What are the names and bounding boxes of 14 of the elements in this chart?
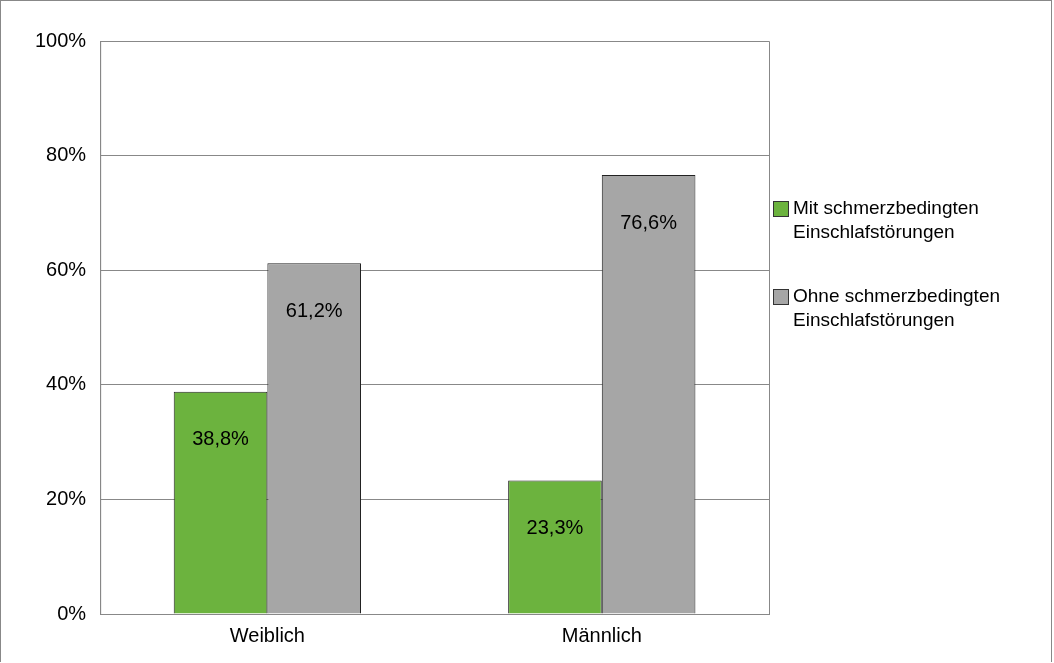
y-tick-label: 100%: [35, 28, 87, 51]
data-label: 61,2%: [285, 298, 343, 321]
y-tick-label: 0%: [57, 601, 87, 624]
y-tick-label: 60%: [46, 257, 87, 280]
legend-label: Mit schmerzbedingten Einschlafstörungen: [793, 196, 980, 244]
legend-label: Ohne schmerzbedingten Einschlafstörungen: [793, 284, 1001, 332]
data-label: 76,6%: [620, 210, 678, 233]
x-tick-label: Männlich: [561, 623, 642, 646]
y-tick-label: 40%: [46, 372, 87, 395]
y-tick-label: 80%: [46, 143, 87, 166]
data-label: 38,8%: [192, 427, 250, 450]
x-tick-label: Weiblich: [229, 623, 305, 646]
y-tick-label: 20%: [46, 486, 87, 509]
data-label: 23,3%: [526, 516, 584, 539]
